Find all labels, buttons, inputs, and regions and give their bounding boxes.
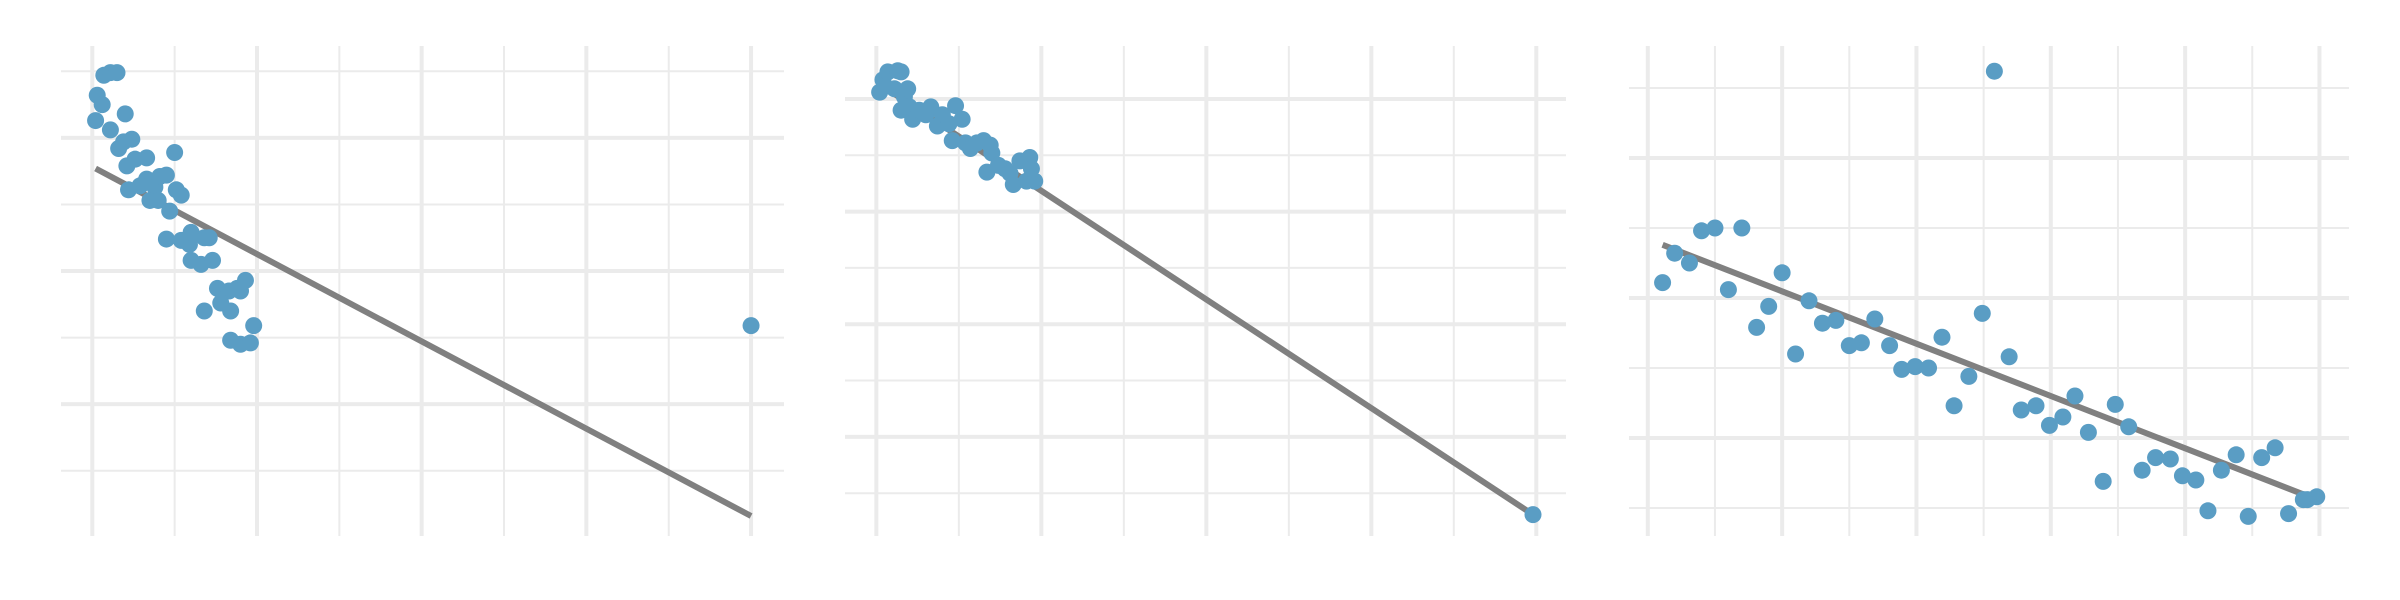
point — [2147, 449, 2165, 467]
point — [123, 130, 141, 148]
point — [1760, 297, 1778, 315]
point — [157, 230, 175, 248]
point — [241, 334, 259, 352]
point — [116, 105, 134, 123]
point — [1524, 506, 1542, 524]
panel — [845, 46, 1566, 536]
point — [947, 97, 965, 115]
point — [899, 80, 917, 98]
point — [1719, 281, 1737, 299]
point — [953, 110, 971, 128]
point — [1920, 359, 1938, 377]
point — [2012, 401, 2030, 419]
point — [2227, 446, 2245, 464]
point — [2212, 461, 2230, 479]
point — [87, 112, 105, 130]
point — [943, 132, 961, 150]
point — [1973, 304, 1991, 322]
point — [1881, 337, 1899, 355]
point — [120, 181, 138, 199]
point — [2120, 418, 2138, 436]
point — [2280, 505, 2298, 523]
fit-line — [94, 165, 753, 519]
point — [157, 166, 175, 184]
point — [1985, 62, 2003, 80]
point — [2040, 416, 2058, 434]
point — [2173, 467, 2191, 485]
point — [2066, 387, 2084, 405]
point — [1787, 345, 1805, 363]
point — [2094, 472, 2112, 490]
point — [195, 302, 213, 320]
fit-line — [1661, 242, 2318, 503]
point — [1004, 176, 1022, 194]
point — [1773, 264, 1791, 282]
point — [1666, 244, 1684, 262]
point — [101, 121, 119, 139]
point — [1654, 274, 1672, 292]
point — [1680, 254, 1698, 272]
point — [222, 302, 240, 320]
point — [2000, 348, 2018, 366]
point — [1800, 292, 1818, 310]
point — [1022, 160, 1040, 178]
point — [2106, 395, 2124, 413]
point — [1960, 367, 1978, 385]
point — [166, 144, 184, 162]
point — [2161, 450, 2179, 468]
panel — [1629, 46, 2349, 536]
point — [1733, 219, 1751, 237]
point — [2199, 502, 2217, 520]
point — [93, 96, 111, 114]
panel — [61, 46, 784, 536]
point — [1693, 222, 1711, 240]
point — [2133, 461, 2151, 479]
point — [204, 251, 222, 269]
point — [1906, 358, 1924, 376]
point — [149, 191, 167, 209]
point — [108, 64, 126, 82]
point — [1893, 360, 1911, 378]
point — [1827, 311, 1845, 329]
point — [742, 317, 760, 335]
point — [1748, 318, 1766, 336]
point — [2054, 408, 2072, 426]
point — [2079, 423, 2097, 441]
point — [182, 223, 200, 241]
point — [245, 317, 263, 335]
point — [2027, 397, 2045, 415]
point — [1933, 328, 1951, 346]
point — [892, 63, 910, 81]
point — [2308, 488, 2326, 506]
point — [172, 186, 190, 204]
point — [1706, 219, 1724, 237]
point — [2266, 439, 2284, 457]
point — [2187, 471, 2205, 489]
point — [138, 149, 156, 167]
point — [118, 157, 136, 175]
point — [2253, 449, 2271, 467]
point — [232, 282, 250, 300]
point — [1852, 334, 1870, 352]
point — [1945, 397, 1963, 415]
point — [200, 229, 218, 247]
point — [1866, 310, 1884, 328]
point — [2239, 507, 2257, 525]
point — [161, 202, 179, 220]
point — [1813, 314, 1831, 332]
point — [940, 115, 958, 133]
